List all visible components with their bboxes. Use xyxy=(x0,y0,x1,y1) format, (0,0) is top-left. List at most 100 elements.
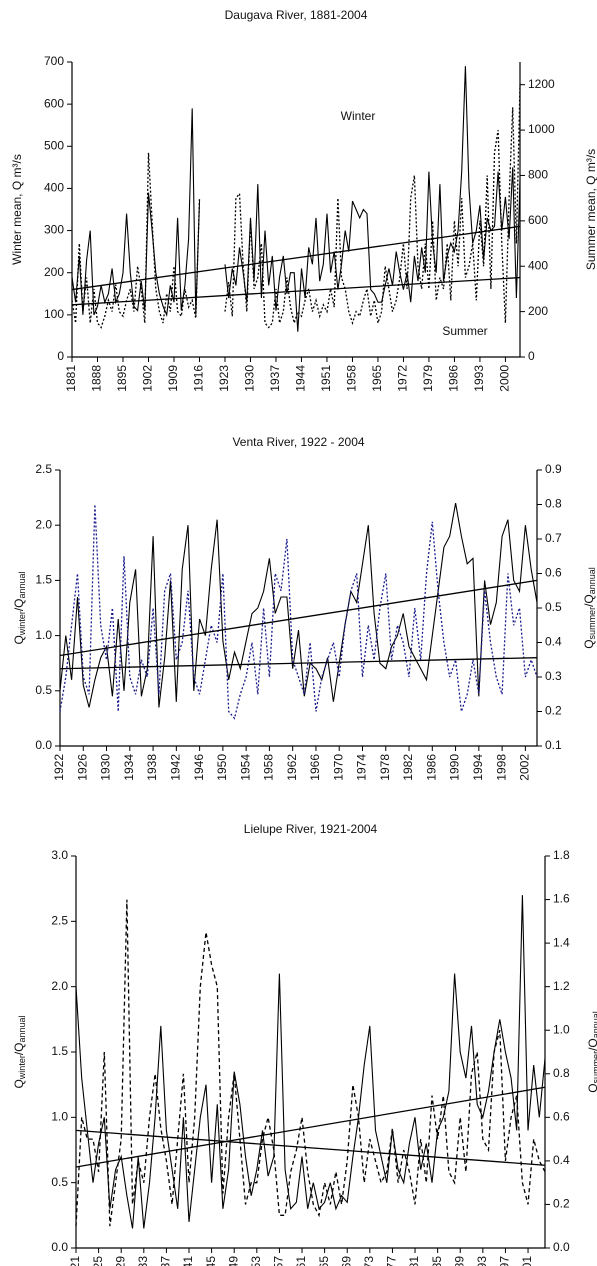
x-tick-label: 1978 xyxy=(378,754,392,781)
x-tick-label: 1937 xyxy=(268,365,282,392)
x-tick-label: 1972 xyxy=(396,365,410,392)
y2-tick-label: 0.2 xyxy=(545,704,562,718)
x-tick-label: 1922 xyxy=(52,754,66,781)
x-tick-label: 1902 xyxy=(141,365,155,392)
trend-line xyxy=(59,657,538,670)
axis-title-part: /Q xyxy=(582,594,596,607)
y-tick-label: 2.0 xyxy=(35,517,52,531)
x-tick-label: 1997 xyxy=(498,1256,512,1266)
x-tick-label: 1993 xyxy=(475,1256,489,1266)
y2-tick-label: 0.8 xyxy=(553,1066,570,1080)
y2-tick-label: 1000 xyxy=(528,122,555,136)
x-tick-label: 2000 xyxy=(498,365,512,392)
chart-title: Daugava River, 1881-2004 xyxy=(225,8,368,22)
chart-title: Venta River, 1922 - 2004 xyxy=(232,435,364,449)
y-tick-label: 1.0 xyxy=(35,628,52,642)
axis-title-part: summer xyxy=(591,1051,597,1084)
y-tick-label: 500 xyxy=(44,138,64,152)
x-tick-label: 1933 xyxy=(136,1256,150,1266)
x-tick-label: 1954 xyxy=(238,754,252,781)
y-tick-label: 1.0 xyxy=(51,1110,68,1124)
axis-title-part: annual xyxy=(587,567,597,594)
x-tick-label: 1973 xyxy=(362,1256,376,1266)
y2-tick-label: 1200 xyxy=(528,77,555,91)
y-tick-label: 300 xyxy=(44,223,64,237)
data-line xyxy=(75,895,546,1229)
y2-tick-label: 0.0 xyxy=(553,1240,570,1254)
axis-frame xyxy=(59,470,538,747)
axis-title: Qsummer/Qannual xyxy=(582,567,597,649)
axis-title: Qsummer/Qannual xyxy=(586,1011,597,1093)
x-tick-label: 1986 xyxy=(447,365,461,392)
x-tick-label: 1958 xyxy=(345,365,359,392)
y-tick-label: 2.5 xyxy=(35,462,52,476)
y-tick-label: 0.5 xyxy=(35,683,52,697)
y2-tick-label: 0.5 xyxy=(545,600,562,614)
x-tick-label: 1965 xyxy=(370,365,384,392)
y2-tick-label: 0.8 xyxy=(545,497,562,511)
annotation: Summer xyxy=(442,324,487,338)
y2-tick-label: 0.7 xyxy=(545,531,562,545)
y-tick-label: 600 xyxy=(44,96,64,110)
axis-title-part: annual xyxy=(17,1015,27,1042)
y-tick-label: 100 xyxy=(44,307,64,321)
axis-title-part: winter xyxy=(17,1055,27,1080)
y2-tick-label: 600 xyxy=(528,213,548,227)
y2-tick-label: 0.3 xyxy=(545,669,562,683)
x-tick-label: 1985 xyxy=(430,1256,444,1266)
x-tick-label: 1930 xyxy=(99,754,113,781)
y-tick-label: 3.0 xyxy=(51,848,68,862)
trend-line xyxy=(71,276,521,306)
axis-title-part: annual xyxy=(591,1011,597,1038)
x-tick-label: 1895 xyxy=(115,365,129,392)
x-tick-label: 1977 xyxy=(385,1256,399,1266)
y2-tick-label: 1.4 xyxy=(553,935,570,949)
x-tick-label: 1926 xyxy=(75,754,89,781)
trend-line xyxy=(75,1086,546,1168)
y-tick-label: 0.5 xyxy=(51,1175,68,1189)
axis-title-part: Q xyxy=(586,1083,597,1092)
x-tick-label: 1966 xyxy=(308,754,322,781)
x-tick-label: 1934 xyxy=(122,754,136,781)
x-tick-label: 1916 xyxy=(192,365,206,392)
trend-line xyxy=(59,579,538,657)
x-tick-label: 1941 xyxy=(181,1256,195,1266)
x-tick-label: 1953 xyxy=(249,1256,263,1266)
y2-tick-label: 400 xyxy=(528,258,548,272)
x-tick-label: 1969 xyxy=(339,1256,353,1266)
x-tick-label: 1929 xyxy=(113,1256,127,1266)
y-tick-label: 0 xyxy=(57,349,64,363)
y2-tick-label: 0.6 xyxy=(553,1110,570,1124)
x-tick-label: 1937 xyxy=(159,1256,173,1266)
y2-tick-label: 0.9 xyxy=(545,462,562,476)
y2-tick-label: 0 xyxy=(528,349,535,363)
x-tick-label: 1989 xyxy=(452,1256,466,1266)
x-tick-label: 1881 xyxy=(64,365,78,392)
x-tick-label: 1888 xyxy=(90,365,104,392)
x-tick-label: 1993 xyxy=(472,365,486,392)
axis-title-part: /Q xyxy=(12,599,26,612)
axis-title-part: /Q xyxy=(586,1038,597,1051)
x-tick-label: 1944 xyxy=(294,365,308,392)
annotation: Winter xyxy=(341,109,376,123)
y-tick-label: 1.5 xyxy=(35,573,52,587)
axis-title-part: summer xyxy=(587,607,597,640)
y-tick-label: 200 xyxy=(44,265,64,279)
axis-title-part: Q xyxy=(582,639,596,648)
y-tick-label: 400 xyxy=(44,181,64,195)
y-tick-label: 2.5 xyxy=(51,914,68,928)
y-tick-label: 0.0 xyxy=(51,1240,68,1254)
x-tick-label: 1957 xyxy=(272,1256,286,1266)
y2-tick-label: 0.1 xyxy=(545,738,562,752)
y2-tick-label: 1.2 xyxy=(553,979,570,993)
x-tick-label: 1998 xyxy=(494,754,508,781)
x-tick-label: 1925 xyxy=(91,1256,105,1266)
x-tick-label: 1942 xyxy=(169,754,183,781)
x-tick-label: 1923 xyxy=(217,365,231,392)
x-tick-label: 1974 xyxy=(355,754,369,781)
x-tick-label: 1986 xyxy=(424,754,438,781)
x-tick-label: 1979 xyxy=(421,365,435,392)
